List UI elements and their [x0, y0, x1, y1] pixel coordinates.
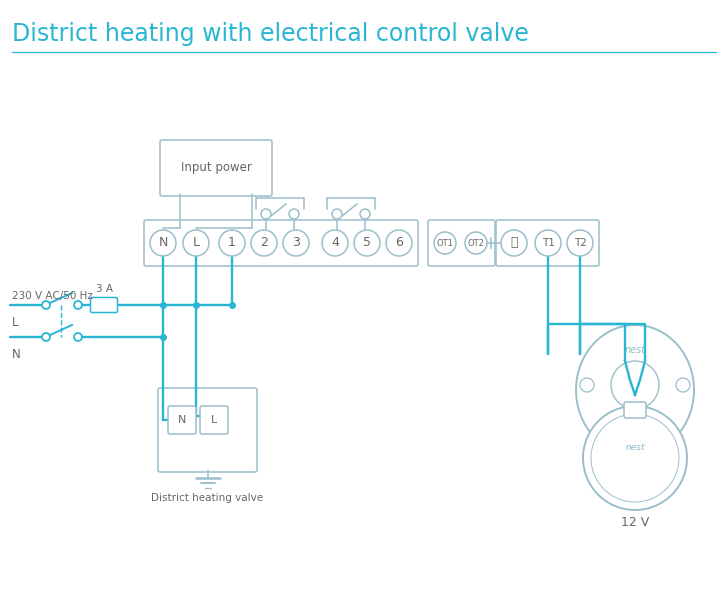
Text: 12 V: 12 V: [621, 516, 649, 529]
Text: 2: 2: [260, 236, 268, 249]
Text: 3: 3: [292, 236, 300, 249]
Circle shape: [580, 378, 594, 392]
Text: N: N: [12, 349, 21, 362]
Circle shape: [386, 230, 412, 256]
Text: OT2: OT2: [467, 239, 484, 248]
Text: N: N: [178, 415, 186, 425]
Circle shape: [332, 209, 342, 219]
Circle shape: [535, 230, 561, 256]
Circle shape: [501, 230, 527, 256]
FancyBboxPatch shape: [160, 140, 272, 196]
Circle shape: [360, 209, 370, 219]
Circle shape: [567, 230, 593, 256]
Circle shape: [42, 301, 50, 309]
FancyBboxPatch shape: [90, 298, 117, 312]
Text: 6: 6: [395, 236, 403, 249]
Text: T1: T1: [542, 238, 555, 248]
Text: L: L: [192, 236, 199, 249]
Circle shape: [465, 232, 487, 254]
Text: District heating valve: District heating valve: [151, 493, 264, 503]
Text: Input power: Input power: [181, 162, 251, 175]
Circle shape: [583, 406, 687, 510]
Circle shape: [322, 230, 348, 256]
Text: nest: nest: [625, 444, 645, 453]
Text: 230 V AC/50 Hz: 230 V AC/50 Hz: [12, 291, 93, 301]
Circle shape: [434, 232, 456, 254]
Circle shape: [42, 333, 50, 341]
Circle shape: [150, 230, 176, 256]
Text: N: N: [158, 236, 167, 249]
Circle shape: [74, 333, 82, 341]
FancyBboxPatch shape: [144, 220, 418, 266]
Text: 3 A: 3 A: [95, 284, 113, 294]
Circle shape: [591, 414, 679, 502]
FancyBboxPatch shape: [624, 402, 646, 418]
Circle shape: [261, 209, 271, 219]
Text: T2: T2: [574, 238, 587, 248]
Ellipse shape: [576, 325, 694, 455]
Text: 4: 4: [331, 236, 339, 249]
Circle shape: [251, 230, 277, 256]
FancyBboxPatch shape: [168, 406, 196, 434]
Circle shape: [611, 361, 659, 409]
Text: nest: nest: [625, 345, 646, 355]
Circle shape: [676, 378, 690, 392]
FancyBboxPatch shape: [158, 388, 257, 472]
Text: OT1: OT1: [437, 239, 454, 248]
Text: 1: 1: [228, 236, 236, 249]
Text: District heating with electrical control valve: District heating with electrical control…: [12, 22, 529, 46]
Text: L: L: [12, 317, 18, 330]
FancyBboxPatch shape: [496, 220, 599, 266]
Circle shape: [183, 230, 209, 256]
Circle shape: [289, 209, 299, 219]
Circle shape: [354, 230, 380, 256]
Text: ⏚: ⏚: [510, 236, 518, 249]
Circle shape: [283, 230, 309, 256]
Circle shape: [74, 301, 82, 309]
Circle shape: [219, 230, 245, 256]
Text: 5: 5: [363, 236, 371, 249]
FancyBboxPatch shape: [428, 220, 495, 266]
FancyBboxPatch shape: [200, 406, 228, 434]
Text: L: L: [211, 415, 217, 425]
